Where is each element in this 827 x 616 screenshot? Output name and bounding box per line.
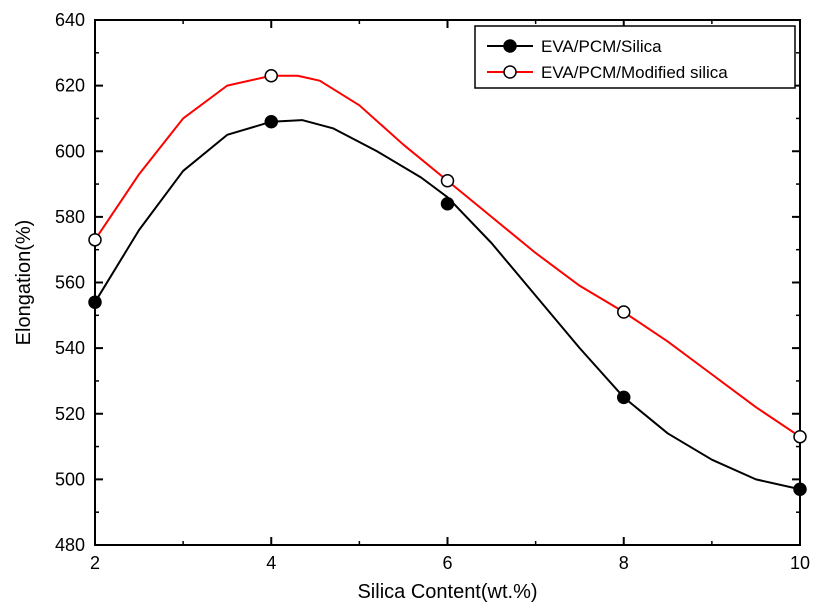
series-marker-0 bbox=[265, 116, 277, 128]
legend-marker bbox=[504, 40, 516, 52]
y-axis-label: Elongation(%) bbox=[13, 220, 35, 346]
chart-bg bbox=[0, 0, 827, 616]
series-marker-1 bbox=[442, 175, 454, 187]
y-tick-label: 500 bbox=[55, 469, 85, 489]
y-tick-label: 560 bbox=[55, 273, 85, 293]
series-marker-1 bbox=[265, 70, 277, 82]
x-axis-label: Silica Content(wt.%) bbox=[357, 581, 537, 603]
x-tick-label: 4 bbox=[266, 553, 276, 573]
y-tick-label: 640 bbox=[55, 10, 85, 30]
x-tick-label: 10 bbox=[790, 553, 810, 573]
x-tick-label: 2 bbox=[90, 553, 100, 573]
y-tick-label: 620 bbox=[55, 76, 85, 96]
y-tick-label: 600 bbox=[55, 141, 85, 161]
elongation-chart: 2 4 6 8 10 480 500 520 540 560 580 600 620 640 Silica … bbox=[0, 0, 827, 616]
series-marker-1 bbox=[89, 234, 101, 246]
x-tick-label: 8 bbox=[619, 553, 629, 573]
series-marker-0 bbox=[794, 483, 806, 495]
x-tick-label: 6 bbox=[442, 553, 452, 573]
series-marker-1 bbox=[618, 306, 630, 318]
chart-svg: 2 4 6 8 10 480 500 520 540 560 580 600 620 640 Silica … bbox=[0, 0, 827, 616]
y-tick-label: 520 bbox=[55, 404, 85, 424]
legend-marker bbox=[504, 66, 516, 78]
y-tick-label: 540 bbox=[55, 338, 85, 358]
legend-label: EVA/PCM/Silica bbox=[541, 37, 662, 56]
series-marker-0 bbox=[618, 391, 630, 403]
series-marker-1 bbox=[794, 431, 806, 443]
y-tick-label: 480 bbox=[55, 535, 85, 555]
series-marker-0 bbox=[89, 296, 101, 308]
series-marker-0 bbox=[442, 198, 454, 210]
y-tick-label: 580 bbox=[55, 207, 85, 227]
legend-label: EVA/PCM/Modified silica bbox=[541, 63, 728, 82]
